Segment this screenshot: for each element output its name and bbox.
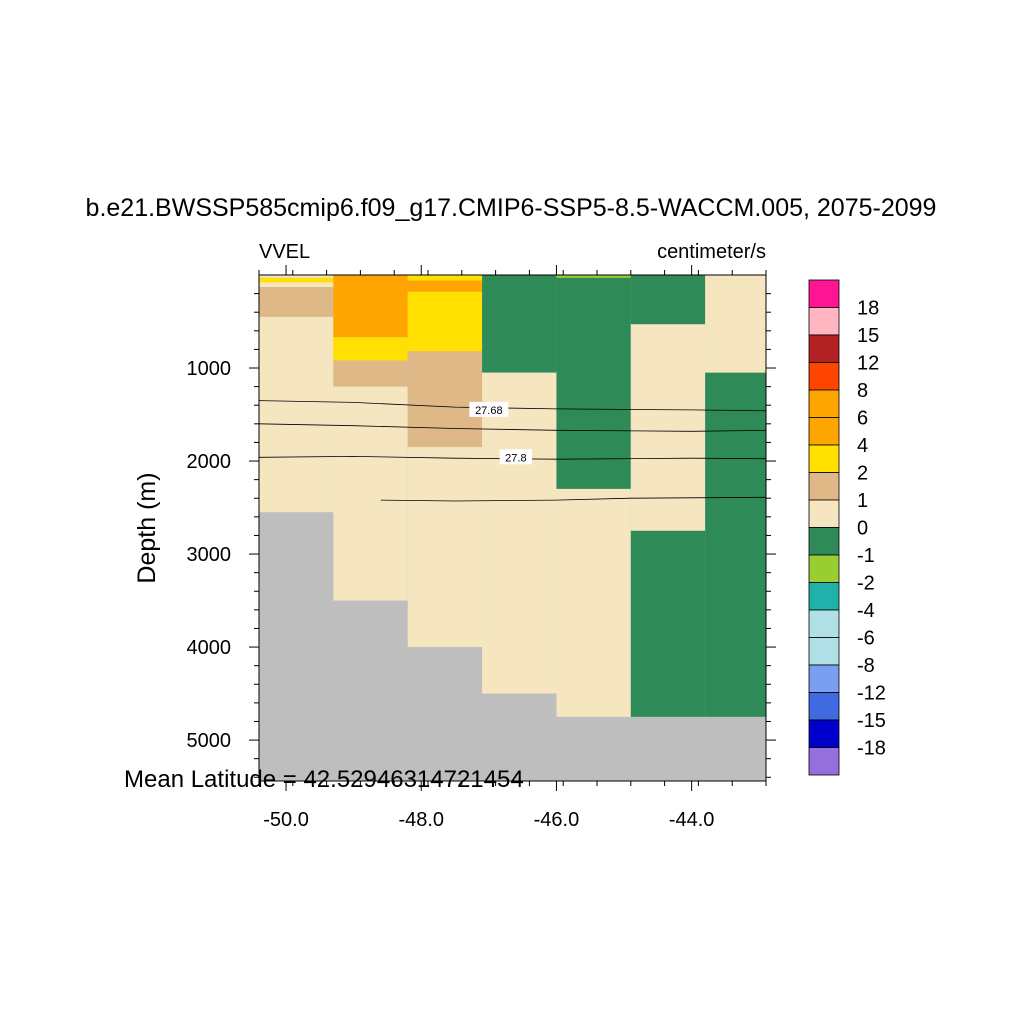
data-cell: [482, 372, 557, 694]
colorbar-label: -1: [857, 545, 875, 567]
variable-label: VVEL: [259, 241, 310, 263]
data-cell: [259, 277, 334, 283]
data-cell: [630, 275, 706, 325]
colorbar-swatch: [808, 664, 840, 693]
colorbar-swatch: [808, 334, 840, 363]
y-tick-label: 2000: [187, 451, 232, 473]
y-tick-label: 4000: [187, 637, 232, 659]
colorbar-swatch: [808, 499, 840, 528]
plot-frame: [258, 274, 767, 782]
contour-line: [258, 423, 767, 432]
colorbar-label: -15: [857, 710, 886, 732]
colorbar-label: 15: [857, 325, 879, 347]
y-tick-label: 5000: [187, 730, 232, 752]
colorbar-label: -6: [857, 628, 875, 650]
colorbar-label: 6: [857, 408, 868, 430]
colorbar-label: 18: [857, 298, 879, 320]
plot-area: 27.68 27.8 -50.0 -48.0 -46.0 -44.0 1000 2000 30…: [187, 265, 776, 831]
axes: -50.0 -48.0 -46.0 -44.0 1000 2000 3000 4000 5000: [187, 265, 776, 831]
colorbar-swatch: [808, 719, 840, 748]
colorbar-label: 8: [857, 380, 868, 402]
colorbar-label: -4: [857, 600, 875, 622]
colorbar-label: -18: [857, 738, 886, 760]
data-cell: [630, 530, 706, 717]
colorbar: 18 15 12 8 6 4 2 1 0 -1 -2 -4 -6 -8 -12 -15 -18: [808, 279, 886, 776]
contour-label-background: [469, 401, 509, 417]
data-cell: [259, 275, 334, 278]
y-tick-label: 3000: [187, 544, 232, 566]
colorbar-swatch: [808, 609, 840, 638]
colorbar-label: 4: [857, 435, 868, 457]
y-tick-label: 1000: [187, 358, 232, 380]
data-cell: [259, 316, 334, 513]
units-label: centimeter/s: [657, 241, 766, 263]
colorbar-swatch: [808, 527, 840, 556]
colorbar-label: 0: [857, 518, 868, 540]
data-cell: [556, 275, 631, 278]
colorbar-label: -8: [857, 655, 875, 677]
data-cell: [333, 275, 408, 338]
colorbar-swatch: [808, 582, 840, 611]
colorbar-swatch: [808, 362, 840, 391]
data-cell: [482, 275, 557, 373]
data-cell: [407, 291, 483, 352]
chart-title: b.e21.BWSSP585cmip6.f09_g17.CMIP6-SSP5-8…: [86, 194, 937, 222]
data-cell: [630, 324, 706, 531]
colorbar-swatch: [808, 692, 840, 721]
density-contours: 27.68 27.8: [258, 400, 767, 502]
data-cell: [333, 386, 408, 601]
colorbar-label: 1: [857, 490, 868, 512]
mean-latitude-label: Mean Latitude = 42.52946314721454: [124, 766, 524, 793]
colorbar-swatch: [808, 307, 840, 336]
colorbar-label: -12: [857, 683, 886, 705]
colorbar-label: -2: [857, 573, 875, 595]
contour-label: 27.68: [475, 405, 503, 417]
colorbar-swatch: [808, 637, 840, 666]
data-cell: [407, 280, 483, 292]
data-cell: [407, 447, 483, 648]
colorbar-swatch: [808, 389, 840, 418]
data-cell: [407, 351, 483, 448]
x-tick-label: -50.0: [263, 809, 309, 831]
colorbar-swatch: [808, 747, 840, 776]
data-cell: [259, 287, 334, 317]
x-tick-label: -44.0: [669, 809, 715, 831]
colorbar-label: 12: [857, 353, 879, 375]
data-cell: [259, 282, 334, 288]
x-tick-label: -48.0: [398, 809, 444, 831]
x-tick-label: -46.0: [534, 809, 580, 831]
colorbar-swatch: [808, 417, 840, 446]
contour-label-background: [499, 449, 533, 465]
data-cell: [705, 372, 766, 717]
data-cell: [705, 275, 766, 373]
data-cell: [407, 275, 483, 281]
data-cell: [556, 277, 631, 489]
colorbar-swatch: [808, 279, 840, 308]
data-cells: [259, 275, 766, 717]
y-axis-label: Depth (m): [133, 472, 161, 583]
colorbar-swatch: [808, 554, 840, 583]
contour-line: [380, 496, 767, 502]
data-cell: [333, 337, 408, 361]
colorbar-swatch: [808, 472, 840, 501]
data-cell: [333, 360, 408, 387]
colorbar-label: 2: [857, 463, 868, 485]
colorbar-swatch: [808, 444, 840, 473]
contour-label: 27.8: [505, 452, 526, 464]
data-cell: [556, 488, 631, 717]
